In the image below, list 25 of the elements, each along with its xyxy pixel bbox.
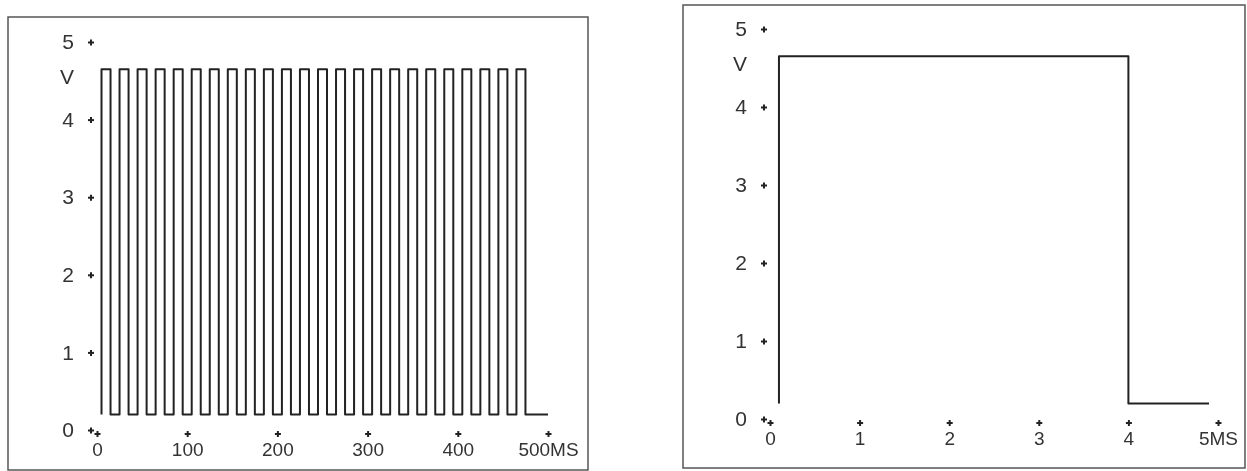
y-tick-label: 1: [735, 329, 747, 353]
x-tick-label: 0: [765, 428, 776, 450]
x-tick-label: 2: [944, 428, 955, 450]
x-tick-label: 100: [171, 439, 204, 461]
x-tick-label: 3: [1034, 428, 1045, 450]
x-tick-label: 500MS: [518, 439, 579, 461]
y-tick-label: 3: [62, 185, 74, 209]
y-tick-label: 0: [735, 407, 747, 431]
x-tick-label: 5MS: [1198, 428, 1239, 450]
y-tick-label: 1: [62, 340, 74, 364]
y-tick-label: 5: [735, 17, 747, 41]
y-tick-label: 2: [62, 263, 74, 287]
x-tick-label: 0: [92, 439, 103, 461]
y-axis-title: V: [732, 52, 748, 76]
x-tick-label: 400: [442, 439, 475, 461]
y-tick-label: 5: [62, 30, 74, 54]
y-tick-label: 3: [735, 173, 747, 197]
x-tick-label: 1: [854, 428, 866, 450]
x-tick-label: 200: [262, 439, 294, 461]
y-tick-label: 2: [735, 251, 747, 275]
x-tick-label: 4: [1123, 428, 1135, 450]
y-axis-title: V: [59, 65, 75, 89]
x-tick-label: 300: [352, 439, 384, 461]
y-tick-label: 4: [735, 95, 748, 119]
y-tick-label: 4: [62, 107, 75, 131]
